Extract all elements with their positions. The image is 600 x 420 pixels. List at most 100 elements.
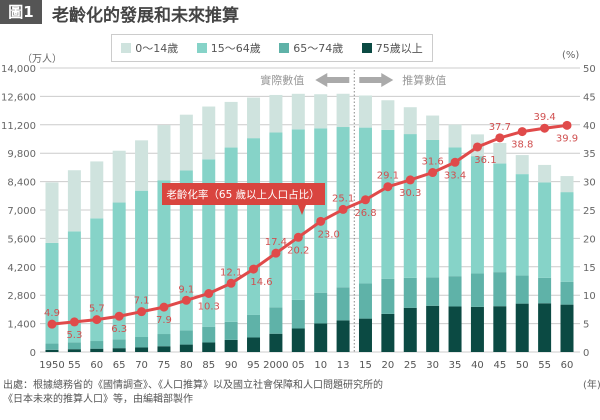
bar-segment bbox=[381, 129, 395, 279]
right-tick-label: 30 bbox=[583, 178, 596, 189]
left-tick-label: 5,600 bbox=[7, 234, 36, 245]
bar-segment bbox=[538, 182, 552, 278]
aging-rate-point bbox=[47, 319, 57, 329]
legend-item-65-74: 65～74歲 bbox=[279, 40, 343, 56]
aging-rate-point bbox=[271, 248, 281, 258]
right-tick-label: 45 bbox=[583, 92, 596, 103]
bar-segment bbox=[381, 313, 395, 352]
aging-rate-label: 36.1 bbox=[474, 155, 496, 166]
aging-rate-point bbox=[338, 204, 348, 214]
bar-segment bbox=[224, 147, 238, 322]
right-tick-label: 35 bbox=[583, 149, 596, 160]
bar-segment bbox=[515, 174, 529, 276]
aging-rate-label: 7.9 bbox=[156, 315, 172, 326]
aging-rate-label: 10.3 bbox=[198, 301, 220, 312]
aging-rate-label: 14.6 bbox=[250, 277, 272, 288]
aging-rate-point bbox=[226, 278, 236, 288]
right-tick-label: 5 bbox=[583, 320, 589, 331]
left-tick-label: 12,600 bbox=[1, 92, 36, 103]
bar-segment bbox=[90, 341, 104, 349]
aging-rate-point bbox=[249, 264, 259, 274]
bar-segment bbox=[403, 277, 417, 308]
x-axis-unit: (年) bbox=[583, 380, 600, 391]
bar-segment bbox=[202, 326, 216, 343]
x-tick-label: 13 bbox=[337, 360, 350, 371]
aging-rate-point bbox=[360, 195, 370, 205]
left-tick-label: 2,800 bbox=[7, 291, 36, 302]
x-tick-label: 80 bbox=[180, 360, 193, 371]
aging-rate-point bbox=[114, 311, 124, 321]
right-arrow-icon bbox=[359, 73, 394, 87]
bar-segment bbox=[67, 170, 81, 232]
bar-segment bbox=[314, 128, 328, 293]
bar-segment bbox=[224, 321, 238, 340]
left-tick-label: 8,400 bbox=[7, 178, 36, 189]
bar-segment bbox=[448, 276, 462, 307]
figure-badge: 圖1 bbox=[0, 0, 42, 24]
bar-segment bbox=[448, 124, 462, 148]
left-arrow-icon bbox=[315, 73, 350, 87]
bar-segment bbox=[135, 140, 149, 191]
x-tick-label: 55 bbox=[538, 360, 551, 371]
bar-segment bbox=[336, 93, 350, 128]
actual-values-label: 實際數值 bbox=[260, 73, 304, 87]
bar-segment bbox=[403, 307, 417, 352]
bar-segment bbox=[403, 107, 417, 135]
callout-box bbox=[162, 183, 325, 205]
bar-segment bbox=[493, 143, 507, 164]
bar-segment bbox=[45, 242, 59, 344]
bar-segment bbox=[291, 299, 305, 329]
aging-rate-label: 31.6 bbox=[422, 157, 444, 168]
bar-segment bbox=[560, 281, 574, 305]
bar-segment bbox=[112, 202, 126, 340]
bar-segment bbox=[336, 287, 350, 321]
x-tick-label: 2000 bbox=[263, 360, 288, 371]
aging-rate-label: 37.7 bbox=[489, 122, 511, 133]
x-tick-label: 05 bbox=[292, 360, 305, 371]
right-tick-label: 50 bbox=[583, 64, 596, 75]
bar-segment bbox=[135, 336, 149, 348]
chart-title: 老齡化的發展和未來推算 bbox=[52, 6, 239, 26]
bar-segment bbox=[381, 100, 395, 130]
left-tick-label: 4,200 bbox=[7, 263, 36, 274]
bar-segment bbox=[202, 342, 216, 352]
left-tick-label: 11,200 bbox=[1, 121, 36, 132]
aging-rate-label: 4.9 bbox=[44, 308, 60, 319]
aging-rate-point bbox=[517, 127, 527, 137]
x-tick-label: 50 bbox=[516, 360, 529, 371]
aging-rate-label: 20.2 bbox=[287, 245, 309, 256]
aging-rate-point bbox=[159, 302, 169, 312]
aging-rate-point bbox=[428, 168, 438, 178]
aging-rate-label: 6.3 bbox=[111, 324, 127, 335]
aging-rate-label: 30.3 bbox=[399, 188, 421, 199]
bar-segment bbox=[560, 176, 574, 193]
bar-segment bbox=[336, 320, 350, 352]
left-tick-label: 0 bbox=[30, 348, 36, 359]
aging-rate-label: 5.3 bbox=[66, 330, 82, 341]
bar-segment bbox=[358, 283, 372, 319]
bar-segment bbox=[224, 101, 238, 148]
bar-segment bbox=[179, 170, 193, 331]
bar-segment bbox=[202, 106, 216, 160]
bar-segment bbox=[493, 306, 507, 352]
bar-segment bbox=[269, 132, 283, 308]
x-tick-label: 35 bbox=[449, 360, 462, 371]
x-tick-label: 40 bbox=[471, 360, 484, 371]
bar-segment bbox=[247, 337, 261, 352]
bar-segment bbox=[90, 218, 104, 342]
bar-segment bbox=[314, 292, 328, 324]
x-tick-label: 20 bbox=[382, 360, 395, 371]
right-tick-label: 20 bbox=[583, 234, 596, 245]
right-tick-label: 25 bbox=[583, 206, 596, 217]
bar-segment bbox=[247, 138, 261, 315]
bar-segment bbox=[45, 343, 59, 350]
aging-rate-point bbox=[450, 157, 460, 167]
aging-rate-label: 12.1 bbox=[220, 267, 242, 278]
bar-segment bbox=[291, 129, 305, 300]
x-tick-label: 45 bbox=[493, 360, 506, 371]
aging-rate-point bbox=[316, 216, 326, 226]
left-tick-label: 1,400 bbox=[7, 320, 36, 331]
bar-segment bbox=[515, 275, 529, 304]
bar-segment bbox=[538, 303, 552, 352]
